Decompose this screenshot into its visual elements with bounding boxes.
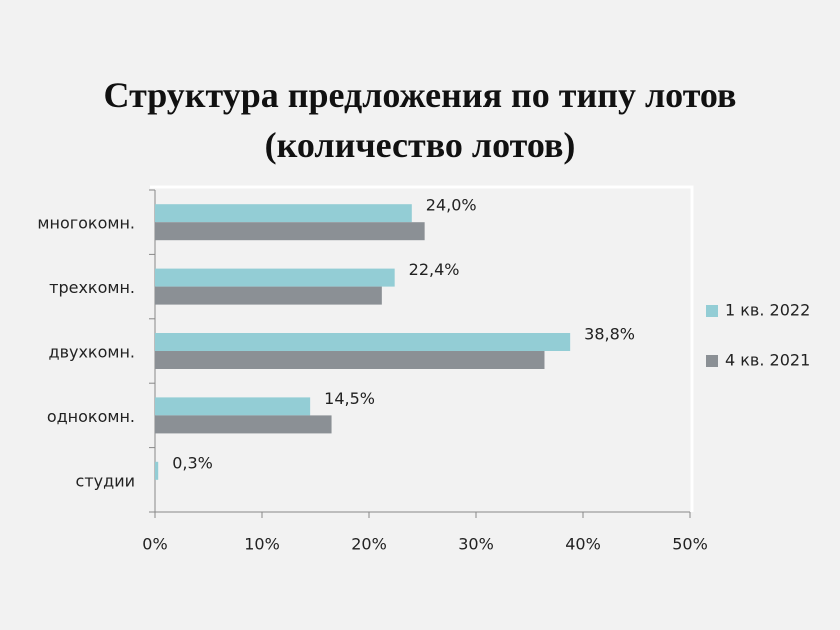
bar: [155, 222, 425, 241]
y-tick-label: двухкомн.: [49, 343, 136, 362]
bar: [155, 415, 332, 434]
y-tick-label: трехкомн.: [49, 278, 135, 297]
data-label: 22,4%: [409, 260, 460, 279]
bar: [155, 204, 412, 223]
bar: [155, 333, 571, 351]
x-tick-label: 50%: [672, 535, 708, 554]
x-tick-label: 0%: [142, 535, 167, 554]
bar: [155, 351, 545, 369]
x-tick-label: 40%: [565, 535, 601, 554]
legend-label: 1 кв. 2022: [725, 301, 810, 320]
bar: [155, 461, 159, 480]
data-label: 24,0%: [426, 196, 477, 215]
data-label: 0,3%: [172, 453, 213, 472]
data-label: 38,8%: [584, 325, 635, 344]
y-tick-label: студии: [76, 471, 135, 490]
legend-swatch: [706, 355, 718, 367]
data-label: 14,5%: [324, 389, 375, 408]
legend-label: 4 кв. 2021: [725, 351, 810, 370]
bar: [155, 268, 395, 287]
x-tick-label: 10%: [244, 535, 280, 554]
y-tick-label: однокомн.: [47, 407, 135, 426]
x-tick-label: 20%: [351, 535, 387, 554]
legend-swatch: [706, 305, 718, 317]
chart-title: Структура предложения по типу лотов (кол…: [103, 75, 737, 165]
bar: [155, 286, 382, 305]
plot-frame: [150, 185, 694, 512]
bar: [155, 397, 311, 416]
y-tick-label: многокомн.: [37, 214, 135, 233]
x-tick-label: 30%: [458, 535, 494, 554]
